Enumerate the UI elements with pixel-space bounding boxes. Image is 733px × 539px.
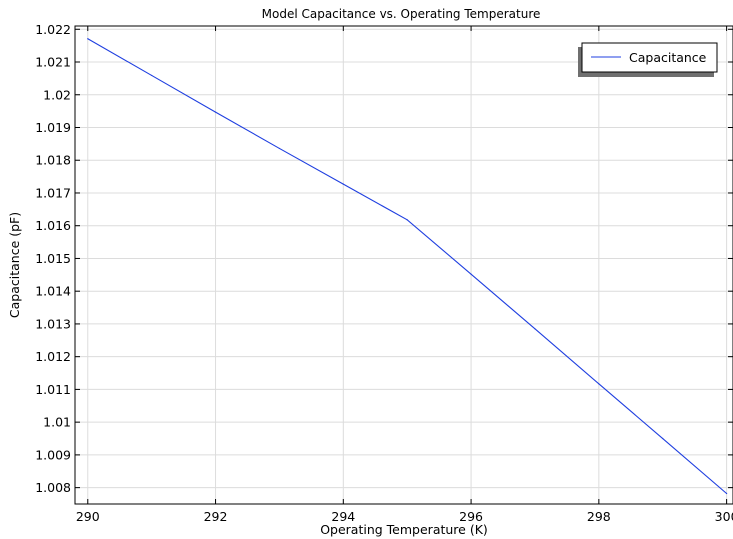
series-layer: [87, 38, 728, 495]
data-point: [278, 147, 281, 150]
data-point: [534, 328, 536, 330]
data-point: [726, 492, 728, 495]
x-tick-label: 296: [459, 509, 483, 524]
y-tick-label: 1.022: [35, 22, 71, 37]
data-point: [342, 183, 344, 185]
y-tick-label: 1.017: [35, 185, 71, 200]
series-line-capacitance: [87, 38, 727, 494]
x-tick-label: 294: [331, 509, 355, 524]
x-axis-label: Operating Temperature (K): [320, 522, 488, 537]
x-axis: 290 292 294 296 298 300: [76, 26, 733, 524]
legend: Capacitance: [578, 42, 718, 77]
y-tick-label: 1.01: [43, 415, 71, 430]
x-tick-label: 300: [715, 509, 733, 524]
data-point: [151, 74, 153, 77]
y-tick-label: 1.008: [35, 480, 71, 495]
y-tick-label: 1.011: [35, 382, 71, 397]
y-tick-label: 1.02: [43, 87, 71, 102]
legend-label: Capacitance: [629, 50, 707, 65]
x-tick-label: 298: [587, 509, 611, 524]
y-tick-label: 1.009: [35, 447, 71, 462]
y-tick-label: 1.015: [35, 251, 71, 266]
x-tick-label: 290: [76, 509, 100, 524]
plot-frame: [74, 25, 733, 505]
y-axis-label: Capacitance (pF): [7, 212, 22, 318]
grid: [75, 26, 733, 504]
data-point: [87, 38, 89, 40]
y-tick-label: 1.021: [35, 55, 71, 70]
data-point: [598, 383, 600, 385]
data-point: [214, 111, 217, 113]
data-point: [470, 273, 472, 275]
y-tick-label: 1.018: [35, 153, 71, 168]
y-tick-label: 1.012: [35, 349, 71, 364]
y-tick-label: 1.014: [35, 284, 71, 299]
y-tick-label: 1.013: [35, 316, 71, 331]
data-point: [406, 219, 408, 221]
y-tick-label: 1.016: [35, 218, 71, 233]
data-point: [662, 437, 664, 440]
x-tick-label: 292: [204, 509, 228, 524]
y-tick-label: 1.019: [35, 120, 71, 135]
y-axis: 1.008 1.009 1.01 1.011 1.012 1.013 1.014 1.015 1…: [35, 22, 733, 495]
chart-title: Model Capacitance vs. Operating Temperat…: [262, 7, 541, 21]
